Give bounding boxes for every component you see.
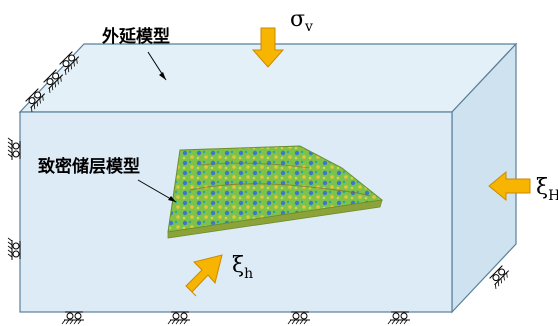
back-support-1 [25, 88, 46, 113]
vertical-load-symbol: σ [290, 7, 305, 32]
reservoir-model-label: 致密储层模型 [38, 156, 140, 177]
boundary-supports [7, 51, 510, 325]
outer-model-label: 外延模型 [102, 26, 170, 47]
left-support-2 [7, 237, 21, 260]
min-horizontal-load-subscript: h [244, 266, 253, 282]
vertical-load-label: σv [290, 7, 313, 35]
bottom-support-1 [61, 311, 84, 325]
max-horizontal-load-arrow [488, 170, 531, 202]
min-horizontal-load-symbol: ξ [232, 253, 244, 278]
bottom-support-3 [287, 311, 310, 325]
reservoir-surface [167, 145, 384, 239]
side-support-1 [489, 265, 510, 290]
reservoir-leader-arrowhead [168, 196, 176, 202]
vertical-load-arrow [251, 27, 285, 68]
max-horizontal-load-subscript: H [548, 188, 558, 204]
min-horizontal-load-arrow [185, 254, 223, 297]
bottom-support-2 [167, 311, 190, 325]
min-horizontal-load-label: ξh [232, 253, 253, 282]
outer-model-leader-arrowhead [159, 72, 166, 80]
back-support-3 [59, 51, 80, 76]
vertical-load-subscript: v [304, 19, 313, 35]
left-support-1 [7, 137, 21, 160]
bottom-support-4 [387, 311, 410, 325]
max-horizontal-load-symbol: ξ [536, 175, 548, 200]
back-support-2 [43, 69, 64, 94]
max-horizontal-load-label: ξH [536, 175, 558, 204]
